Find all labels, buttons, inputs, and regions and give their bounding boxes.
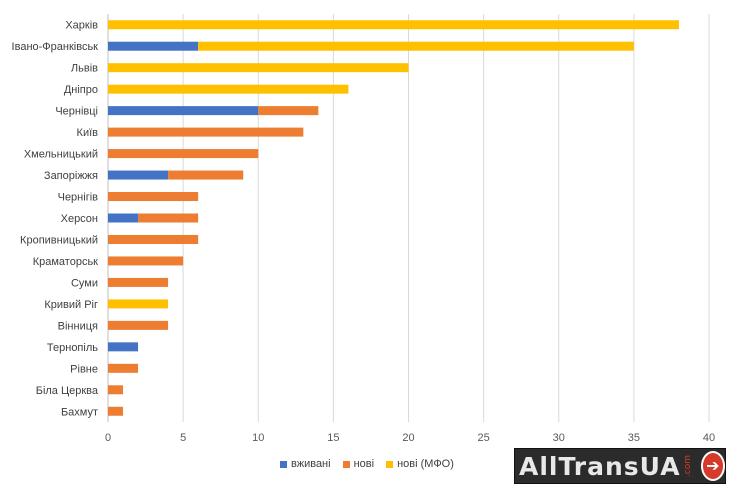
x-tick-label: 0 xyxy=(105,432,111,444)
x-tick-label: 5 xyxy=(180,432,186,444)
bar-segment xyxy=(108,320,169,330)
bar-segment xyxy=(108,149,259,159)
category-label: Хмельницький xyxy=(24,149,98,161)
x-tick-label: 15 xyxy=(327,432,339,444)
category-label: Краматорськ xyxy=(33,256,98,268)
category-label: Івано-Франківськ xyxy=(12,41,99,53)
grid-lines xyxy=(107,14,710,422)
category-label: Рівне xyxy=(70,363,98,375)
bar-segment xyxy=(108,299,169,309)
bar-segment xyxy=(198,41,634,51)
bar-segment xyxy=(108,84,349,94)
bar-segment xyxy=(168,170,244,180)
x-tick-label: 40 xyxy=(703,432,715,444)
legend: вживані нові нові (МФО) xyxy=(280,458,454,470)
bars xyxy=(108,20,679,416)
category-labels: Харків Івано-Франківськ Львів Дніпро Чернівц… xyxy=(12,20,99,419)
category-label: Херсон xyxy=(61,213,98,225)
bar-segment xyxy=(108,342,139,352)
bar-segment xyxy=(108,170,169,180)
category-label: Запоріжжя xyxy=(44,170,98,182)
category-label: Вінниця xyxy=(58,320,98,332)
bar-segment xyxy=(108,277,169,287)
bar-segment xyxy=(258,106,319,116)
category-label: Чернігів xyxy=(58,192,99,204)
category-label: Київ xyxy=(77,127,99,139)
x-axis-ticks: 0 5 10 15 20 25 30 35 40 xyxy=(105,432,715,444)
legend-label: нові xyxy=(353,458,375,470)
bar-segment xyxy=(108,20,679,30)
x-tick-label: 25 xyxy=(478,432,490,444)
category-label: Бахмут xyxy=(61,406,98,418)
bar-segment xyxy=(108,192,199,202)
category-label: Львів xyxy=(71,63,98,75)
legend-item: вживані xyxy=(280,458,331,470)
bar-segment xyxy=(108,256,184,266)
legend-label: нові (МФО) xyxy=(397,458,454,470)
x-tick-label: 35 xyxy=(628,432,640,444)
category-label: Кропивницький xyxy=(20,234,98,246)
bar-segment xyxy=(108,41,199,51)
category-label: Дніпро xyxy=(64,84,98,96)
legend-label: вживані xyxy=(291,458,331,470)
legend-item: нові (МФО) xyxy=(386,458,454,470)
category-label: Кривий Ріг xyxy=(44,299,98,311)
bar-segment xyxy=(108,234,199,244)
bar-segment xyxy=(108,213,139,223)
bar-segment xyxy=(108,406,124,416)
category-label: Біла Церква xyxy=(36,385,99,397)
legend-swatch xyxy=(280,460,287,468)
legend-item: нові xyxy=(342,458,375,470)
bar-segment xyxy=(108,63,409,73)
x-tick-label: 10 xyxy=(252,432,264,444)
logo-text: AllTransUA xyxy=(519,451,681,481)
bar-segment xyxy=(138,213,199,223)
logo-suffix: .com xyxy=(682,454,693,478)
alltransua-logo: AllTransUA .com ➔ xyxy=(514,448,726,484)
category-label: Чернівці xyxy=(55,106,98,118)
x-tick-label: 30 xyxy=(553,432,565,444)
bar-segment xyxy=(108,385,124,395)
bar-segment xyxy=(108,363,139,373)
bar-segment xyxy=(108,127,304,137)
arrow-icon: ➔ xyxy=(700,451,725,481)
bar-segment xyxy=(108,106,259,116)
arrow-glyph: ➔ xyxy=(706,458,720,475)
category-label: Харків xyxy=(65,20,98,32)
category-label: Тернопіль xyxy=(47,342,98,354)
x-tick-label: 20 xyxy=(402,432,414,444)
legend-swatch xyxy=(342,460,350,468)
category-label: Суми xyxy=(71,277,98,289)
legend-swatch xyxy=(386,460,394,468)
